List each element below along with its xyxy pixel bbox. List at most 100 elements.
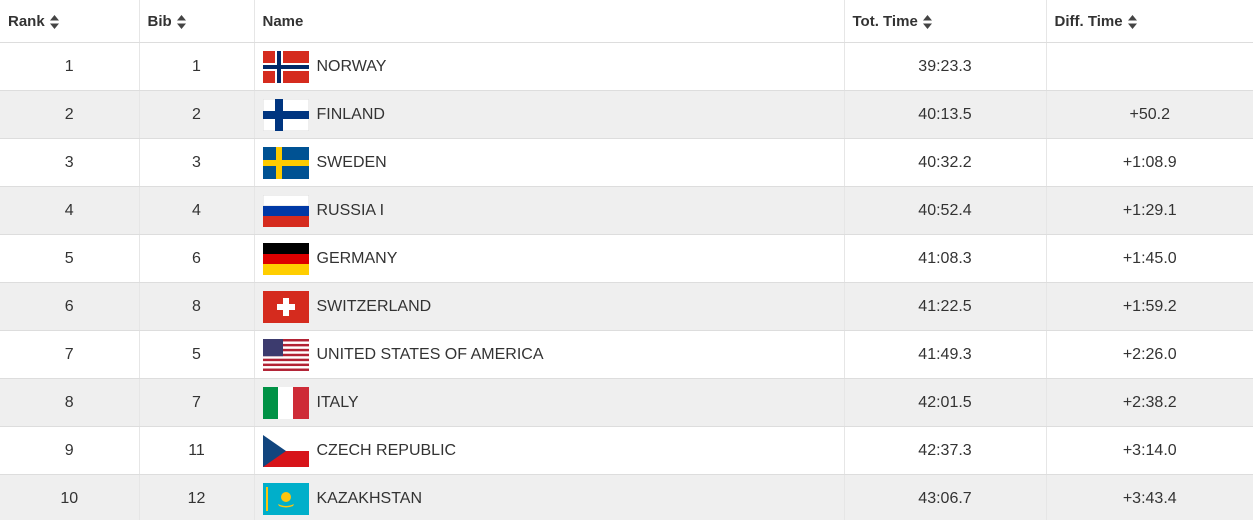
rank: 2 <box>64 105 74 123</box>
country-name: KAZAKHSTAN <box>316 489 423 507</box>
diff-time: +1:29.1 <box>1122 201 1177 219</box>
name-cell: UNITED STATES OF AMERICA <box>254 330 845 379</box>
diff-cell: +50.2 <box>1046 90 1253 139</box>
bib: 3 <box>192 153 201 171</box>
column-header[interactable]: Diff. Time <box>1046 0 1253 43</box>
diff-cell: +1:59.2 <box>1046 282 1253 331</box>
diff-cell: +2:38.2 <box>1046 378 1253 427</box>
total-time: 43:06.7 <box>918 489 972 507</box>
table-row: 10 12 KAZAKHSTAN 43:06.7 +3:43.4 <box>0 474 1253 520</box>
country-name: SWEDEN <box>316 153 387 171</box>
rank: 1 <box>64 57 74 75</box>
country-name: FINLAND <box>316 105 385 123</box>
flag <box>262 482 309 515</box>
rank-cell: 9 <box>0 426 140 475</box>
name-cell: NORWAY <box>254 42 845 91</box>
rank: 3 <box>64 153 74 171</box>
time-cell: 43:06.7 <box>844 474 1047 520</box>
time-cell: 40:32.2 <box>844 138 1047 187</box>
column-header: Name <box>254 0 845 43</box>
bib-cell: 6 <box>139 234 255 283</box>
column-header[interactable]: Bib <box>139 0 255 43</box>
diff-cell: +3:43.4 <box>1046 474 1253 520</box>
time-cell: 39:23.3 <box>844 42 1047 91</box>
bib: 2 <box>192 105 201 123</box>
rank: 4 <box>64 201 74 219</box>
table-row: 4 4 RUSSIA I 40:52.4 +1:29.1 <box>0 186 1253 235</box>
time-cell: 41:08.3 <box>844 234 1047 283</box>
bib-cell: 7 <box>139 378 255 427</box>
bib-cell: 8 <box>139 282 255 331</box>
rank-cell: 3 <box>0 138 140 187</box>
country-name: CZECH REPUBLIC <box>316 441 457 459</box>
bib: 6 <box>192 249 201 267</box>
diff-cell: +1:45.0 <box>1046 234 1253 283</box>
name-cell: SWITZERLAND <box>254 282 845 331</box>
total-time: 41:49.3 <box>918 345 972 363</box>
header-row: Rank Bib Name Tot. Time Diff. Time <box>0 0 1253 43</box>
time-cell: 40:52.4 <box>844 186 1047 235</box>
name-cell: RUSSIA I <box>254 186 845 235</box>
rank-cell: 4 <box>0 186 140 235</box>
diff-cell: +2:26.0 <box>1046 330 1253 379</box>
table-row: 6 8 SWITZERLAND 41:22.5 +1:59.2 <box>0 282 1253 331</box>
total-time: 41:22.5 <box>918 297 972 315</box>
table-row: 5 6 GERMANY 41:08.3 +1:45.0 <box>0 234 1253 283</box>
diff-time: +1:45.0 <box>1122 249 1177 267</box>
bib-cell: 12 <box>139 474 255 520</box>
name-cell: ITALY <box>254 378 845 427</box>
total-time: 39:23.3 <box>918 57 972 75</box>
total-time: 42:01.5 <box>918 393 972 411</box>
header-label: Rank <box>8 12 45 30</box>
sort-icon <box>49 14 59 29</box>
table-row: 8 7 ITALY 42:01.5 +2:38.2 <box>0 378 1253 427</box>
column-header[interactable]: Rank <box>0 0 140 43</box>
header-label: Bib <box>147 12 172 30</box>
rank-cell: 7 <box>0 330 140 379</box>
rank: 8 <box>64 393 74 411</box>
diff-time: +1:08.9 <box>1122 153 1177 171</box>
country-name: ITALY <box>316 393 359 411</box>
sort-icon <box>176 14 186 29</box>
bib-cell: 3 <box>139 138 255 187</box>
header-label: Name <box>262 12 304 30</box>
country-name: SWITZERLAND <box>316 297 432 315</box>
bib-cell: 5 <box>139 330 255 379</box>
diff-cell: +3:14.0 <box>1046 426 1253 475</box>
diff-time: +2:26.0 <box>1122 345 1177 363</box>
bib: 7 <box>192 393 201 411</box>
total-time: 40:32.2 <box>918 153 972 171</box>
bib: 5 <box>192 345 201 363</box>
diff-time: +2:38.2 <box>1122 393 1177 411</box>
flag <box>262 98 309 131</box>
rank-cell: 2 <box>0 90 140 139</box>
diff-time: +3:43.4 <box>1122 489 1177 507</box>
table-row: 7 5 UNITED STATES OF AMERICA 41:49.3 +2:26.0 <box>0 330 1253 379</box>
table-row: 2 2 FINLAND 40:13.5 +50.2 <box>0 90 1253 139</box>
time-cell: 42:37.3 <box>844 426 1047 475</box>
flag <box>262 50 309 83</box>
time-cell: 40:13.5 <box>844 90 1047 139</box>
name-cell: GERMANY <box>254 234 845 283</box>
sort-icon <box>1127 14 1137 29</box>
header-label: Diff. Time <box>1054 12 1123 30</box>
name-cell: KAZAKHSTAN <box>254 474 845 520</box>
column-header[interactable]: Tot. Time <box>844 0 1047 43</box>
rank-cell: 10 <box>0 474 140 520</box>
diff-cell: +1:08.9 <box>1046 138 1253 187</box>
bib-cell: 2 <box>139 90 255 139</box>
sort-icon <box>922 14 932 29</box>
rank: 10 <box>60 489 79 507</box>
flag <box>262 290 309 323</box>
rank: 6 <box>64 297 74 315</box>
flag <box>262 434 309 467</box>
bib: 8 <box>192 297 201 315</box>
diff-time: +1:59.2 <box>1122 297 1177 315</box>
name-cell: SWEDEN <box>254 138 845 187</box>
rank-cell: 8 <box>0 378 140 427</box>
table-row: 1 1 NORWAY 39:23.3 <box>0 42 1253 91</box>
time-cell: 42:01.5 <box>844 378 1047 427</box>
diff-time: +3:14.0 <box>1122 441 1177 459</box>
bib-cell: 4 <box>139 186 255 235</box>
